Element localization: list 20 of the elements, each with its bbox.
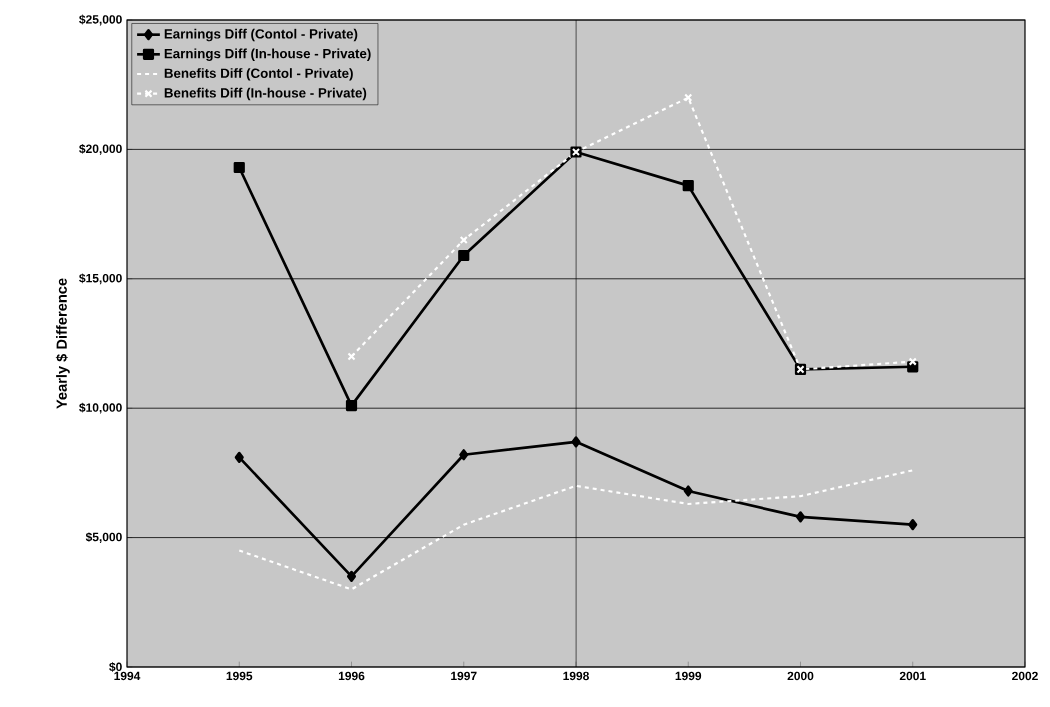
legend-label: Earnings Diff (In-house - Private) xyxy=(164,48,371,61)
y-tick-label: $15,000 xyxy=(79,273,122,285)
x-tick-label: 1994 xyxy=(114,671,141,681)
x-tick-label: 1998 xyxy=(563,671,589,681)
legend-label: Earnings Diff (Contol - Private) xyxy=(164,28,358,42)
x-tick-label: 2001 xyxy=(899,671,926,681)
y-tick-label: $25,000 xyxy=(79,14,122,26)
x-tick-label: 1995 xyxy=(226,671,253,681)
x-tick-label: 1997 xyxy=(451,671,477,681)
y-tick-label: $5,000 xyxy=(85,532,122,543)
x-tick-label: 1996 xyxy=(338,671,365,681)
x-tick-label: 2002 xyxy=(1012,671,1038,681)
y-tick-label: $0 xyxy=(109,662,122,672)
x-tick-label: 1999 xyxy=(675,671,702,681)
x-tick-label: 2000 xyxy=(787,671,814,681)
y-tick-label: $10,000 xyxy=(79,402,122,414)
legend-label: Benefits Diff (Contol - Private) xyxy=(164,68,353,81)
legend-label: Benefits Diff (In-house - Private) xyxy=(164,87,367,101)
y-tick-label: $20,000 xyxy=(79,144,122,155)
y-axis-title: Yearly $ Difference xyxy=(55,278,70,409)
